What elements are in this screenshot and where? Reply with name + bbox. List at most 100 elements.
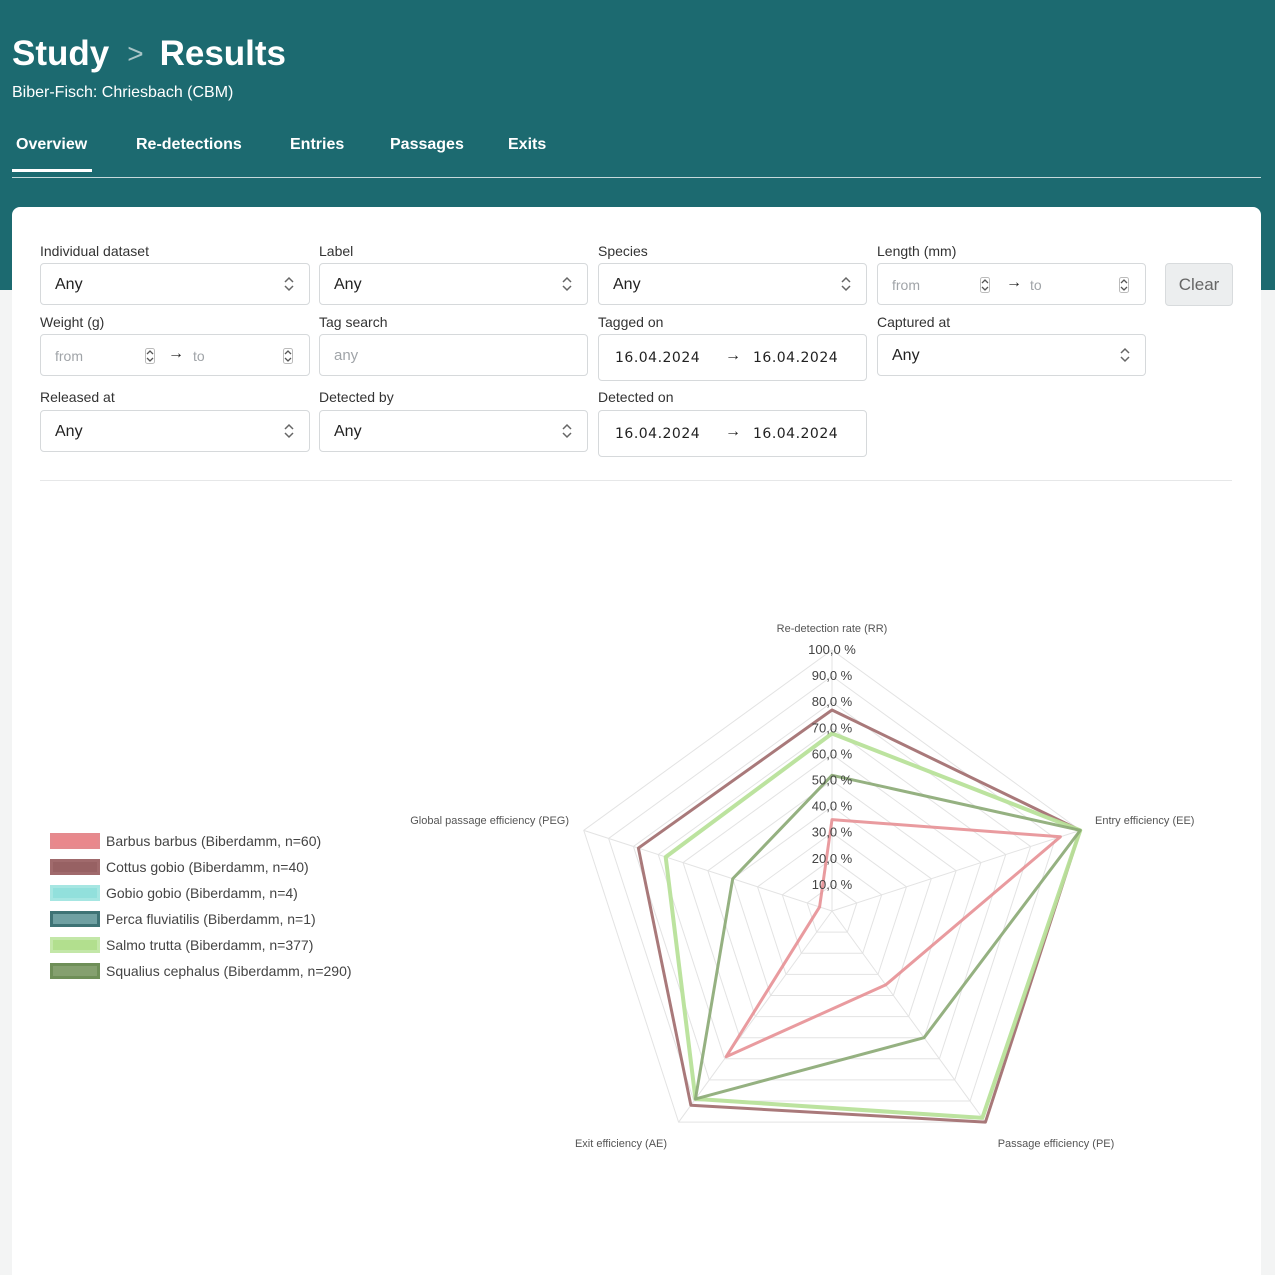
detected-by-select[interactable]: Any <box>319 410 588 452</box>
individual-dataset-select[interactable]: Any <box>40 263 310 305</box>
released-at-select[interactable]: Any <box>40 410 310 452</box>
detected-by-label: Detected by <box>319 389 394 405</box>
grid-ring <box>632 701 1032 1081</box>
tag-search-placeholder: any <box>334 347 359 364</box>
tab-passages[interactable]: Passages <box>390 136 464 153</box>
tick-label: 20,0 % <box>812 851 853 866</box>
label-value: Any <box>334 276 362 293</box>
legend-item[interactable]: Cottus gobio (Biberdamm, n=40) <box>50 854 352 880</box>
series-line <box>636 708 1082 1124</box>
tick-label: 80,0 % <box>812 694 853 709</box>
tagged-on-label: Tagged on <box>598 314 664 330</box>
tab-exits[interactable]: Exits <box>508 136 547 153</box>
tick-label: 90,0 % <box>812 668 853 683</box>
section-divider <box>40 480 1232 481</box>
breadcrumb-study[interactable]: Study <box>12 34 110 73</box>
chart-legend: Barbus barbus (Biberdamm, n=60) Cottus g… <box>50 828 352 984</box>
chevron-up-down-icon <box>284 423 294 439</box>
legend-item[interactable]: Squalius cephalus (Biberdamm, n=290) <box>50 958 352 984</box>
axis-label: Entry efficiency (EE) <box>1095 815 1194 827</box>
legend-label: Cottus gobio (Biberdamm, n=40) <box>106 859 309 875</box>
tab-bar: Overview Re-detections Entries Passages … <box>11 128 1261 178</box>
species-value: Any <box>613 276 641 293</box>
grid-spoke <box>678 910 833 1123</box>
species-label: Species <box>598 243 648 259</box>
individual-dataset-value: Any <box>55 276 83 293</box>
tick-label: 10,0 % <box>812 877 853 892</box>
results-card <box>12 207 1261 1275</box>
tick-label: 40,0 % <box>812 799 853 814</box>
legend-item[interactable]: Gobio gobio (Biberdamm, n=4) <box>50 880 352 906</box>
detected-by-value: Any <box>334 423 362 440</box>
legend-item[interactable]: Salmo trutta (Biberdamm, n=377) <box>50 932 352 958</box>
page-title: Results <box>159 34 287 73</box>
tab-overview[interactable]: Overview <box>11 136 93 172</box>
legend-label: Perca fluviatilis (Biberdamm, n=1) <box>106 911 316 927</box>
legend-swatch <box>50 937 100 953</box>
detected-on-range[interactable]: 16.04.2024 → 16.04.2024 <box>598 410 867 457</box>
label-select[interactable]: Any <box>319 263 588 305</box>
tick-label: 50,0 % <box>812 773 853 788</box>
chevron-up-down-icon <box>841 276 851 292</box>
legend-label: Barbus barbus (Biberdamm, n=60) <box>106 833 322 849</box>
released-at-value: Any <box>55 423 83 440</box>
tag-search-label: Tag search <box>319 314 388 330</box>
weight-label: Weight (g) <box>40 314 105 330</box>
chevron-up-down-icon <box>562 423 572 439</box>
tagged-on-range[interactable]: 16.04.2024 → 16.04.2024 <box>598 334 867 381</box>
tick-label: 30,0 % <box>812 825 853 840</box>
clear-button[interactable]: Clear <box>1165 263 1233 306</box>
grid-spoke <box>831 910 986 1123</box>
stepper-icon[interactable] <box>145 348 155 364</box>
weight-from-input[interactable]: from <box>55 348 83 364</box>
legend-swatch <box>50 911 100 927</box>
captured-at-select[interactable]: Any <box>877 334 1146 376</box>
range-arrow-icon: → <box>725 423 741 440</box>
legend-swatch <box>50 885 100 901</box>
range-arrow-icon: → <box>725 347 741 364</box>
grid-ring <box>756 832 908 975</box>
weight-range: from → to <box>40 334 310 376</box>
legend-item[interactable]: Barbus barbus (Biberdamm, n=60) <box>50 828 352 854</box>
label-filter-label: Label <box>319 243 354 259</box>
length-from-input[interactable]: from <box>892 277 920 293</box>
legend-label: Salmo trutta (Biberdamm, n=377) <box>106 937 314 953</box>
breadcrumb-separator-icon: > <box>127 38 144 69</box>
series-line <box>724 818 1062 1059</box>
detected-on-label: Detected on <box>598 389 674 405</box>
tick-label: 70,0 % <box>812 720 853 735</box>
stepper-icon[interactable] <box>283 348 293 364</box>
tagged-on-from[interactable]: 16.04.2024 <box>615 350 701 366</box>
tab-entries[interactable]: Entries <box>290 136 345 153</box>
captured-at-value: Any <box>892 347 920 364</box>
range-arrow-icon: → <box>168 345 184 362</box>
grid-ring <box>608 675 1056 1102</box>
species-select[interactable]: Any <box>598 263 867 305</box>
legend-label: Squalius cephalus (Biberdamm, n=290) <box>106 963 352 979</box>
legend-swatch <box>50 963 100 979</box>
grid-ring <box>583 649 1081 1123</box>
legend-swatch <box>50 833 100 849</box>
weight-to-input[interactable]: to <box>193 348 205 364</box>
legend-swatch <box>50 859 100 875</box>
detected-on-to[interactable]: 16.04.2024 <box>753 426 839 442</box>
tick-label: 100,0 % <box>808 642 856 657</box>
tab-re-detections[interactable]: Re-detections <box>136 136 242 153</box>
axis-label: Global passage efficiency (PEG) <box>410 815 569 827</box>
detected-on-from[interactable]: 16.04.2024 <box>615 426 701 442</box>
legend-item[interactable]: Perca fluviatilis (Biberdamm, n=1) <box>50 906 352 932</box>
grid-ring <box>657 727 1007 1060</box>
legend-label: Gobio gobio (Biberdamm, n=4) <box>106 885 298 901</box>
length-label: Length (mm) <box>877 243 957 259</box>
breadcrumb: Study > Results <box>12 34 286 74</box>
captured-at-label: Captured at <box>877 314 951 330</box>
stepper-icon[interactable] <box>1119 277 1129 293</box>
released-at-label: Released at <box>40 389 115 405</box>
length-to-input[interactable]: to <box>1030 277 1042 293</box>
stepper-icon[interactable] <box>980 277 990 293</box>
tag-search-input[interactable]: any <box>319 334 588 376</box>
tick-label: 60,0 % <box>812 746 853 761</box>
axis-label: Exit efficiency (AE) <box>575 1138 667 1150</box>
tagged-on-to[interactable]: 16.04.2024 <box>753 350 839 366</box>
